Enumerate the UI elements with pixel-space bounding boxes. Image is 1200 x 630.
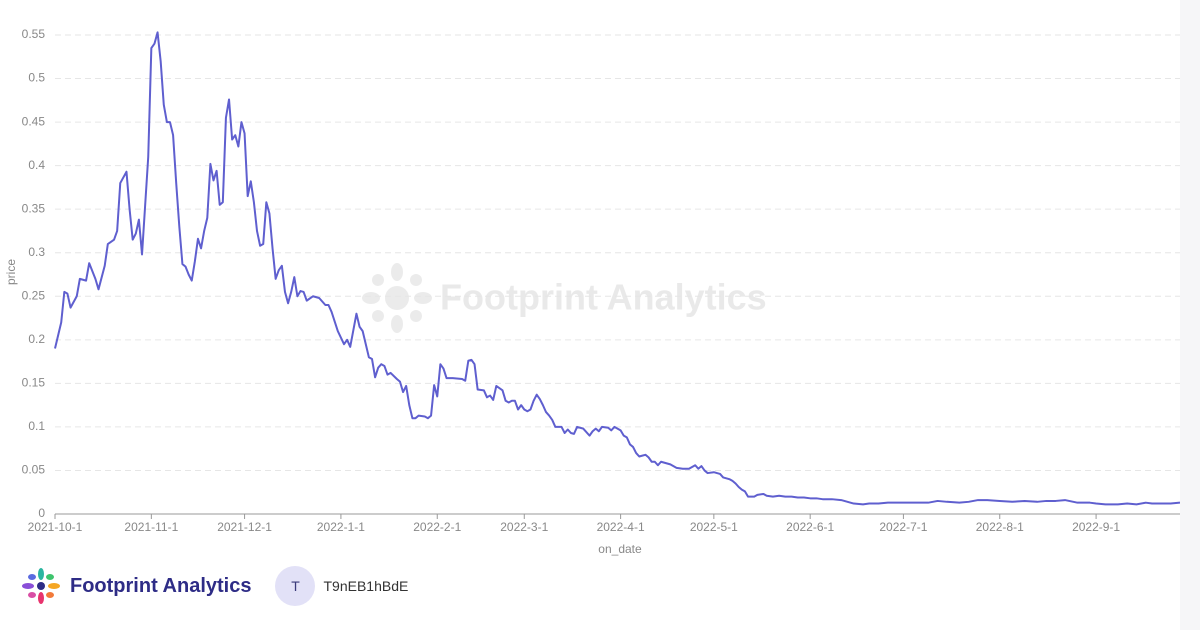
y-tick-label: 0.25: [22, 288, 46, 302]
watermark: Footprint Analytics: [362, 263, 767, 333]
y-axis-label: price: [4, 259, 18, 285]
x-tick-label: 2022-9-1: [1072, 520, 1120, 534]
y-tick-label: 0.2: [28, 332, 45, 346]
y-tick-label: 0.55: [22, 27, 46, 41]
x-tick-label: 2022-5-1: [690, 520, 738, 534]
x-tick-label: 2022-1-1: [317, 520, 365, 534]
x-tick-label: 2021-12-1: [217, 520, 272, 534]
x-tick-label: 2022-8-1: [976, 520, 1024, 534]
price-line: [54, 31, 1181, 506]
y-tick-label: 0.5: [28, 71, 45, 85]
x-axis-label: on_date: [598, 542, 642, 556]
x-tick-label: 2022-7-1: [879, 520, 927, 534]
user-name[interactable]: T9nEB1hBdE: [323, 578, 409, 594]
chart: Footprint Analytics price on_date 0 0.05 0…: [4, 27, 1181, 556]
y-tick-label: 0.45: [22, 114, 46, 128]
y-tick-label: 0.15: [22, 376, 46, 390]
x-tick-label: 2022-6-1: [786, 520, 834, 534]
y-tick-label: 0.3: [28, 245, 45, 259]
footer: Footprint Analytics T T9nEB1hBdE: [20, 566, 408, 606]
y-tick-label: 0: [38, 506, 45, 520]
y-tick-label: 0.1: [28, 419, 45, 433]
scrollbar[interactable]: [1180, 0, 1200, 630]
x-tick-label: 2021-11-1: [124, 520, 178, 534]
y-tick-label: 0.4: [28, 158, 45, 172]
x-tick-label: 2021-10-1: [28, 520, 83, 534]
x-tick-label: 2022-4-1: [597, 520, 645, 534]
watermark-text: Footprint Analytics: [440, 277, 767, 318]
y-tick-label: 0.35: [22, 201, 46, 215]
avatar[interactable]: T: [275, 566, 316, 606]
logo: [22, 568, 60, 604]
x-tick-label: 2022-3-1: [500, 520, 548, 534]
y-tick-label: 0.05: [22, 463, 46, 477]
brand: Footprint Analytics: [70, 574, 252, 597]
x-tick-label: 2022-2-1: [413, 520, 461, 534]
